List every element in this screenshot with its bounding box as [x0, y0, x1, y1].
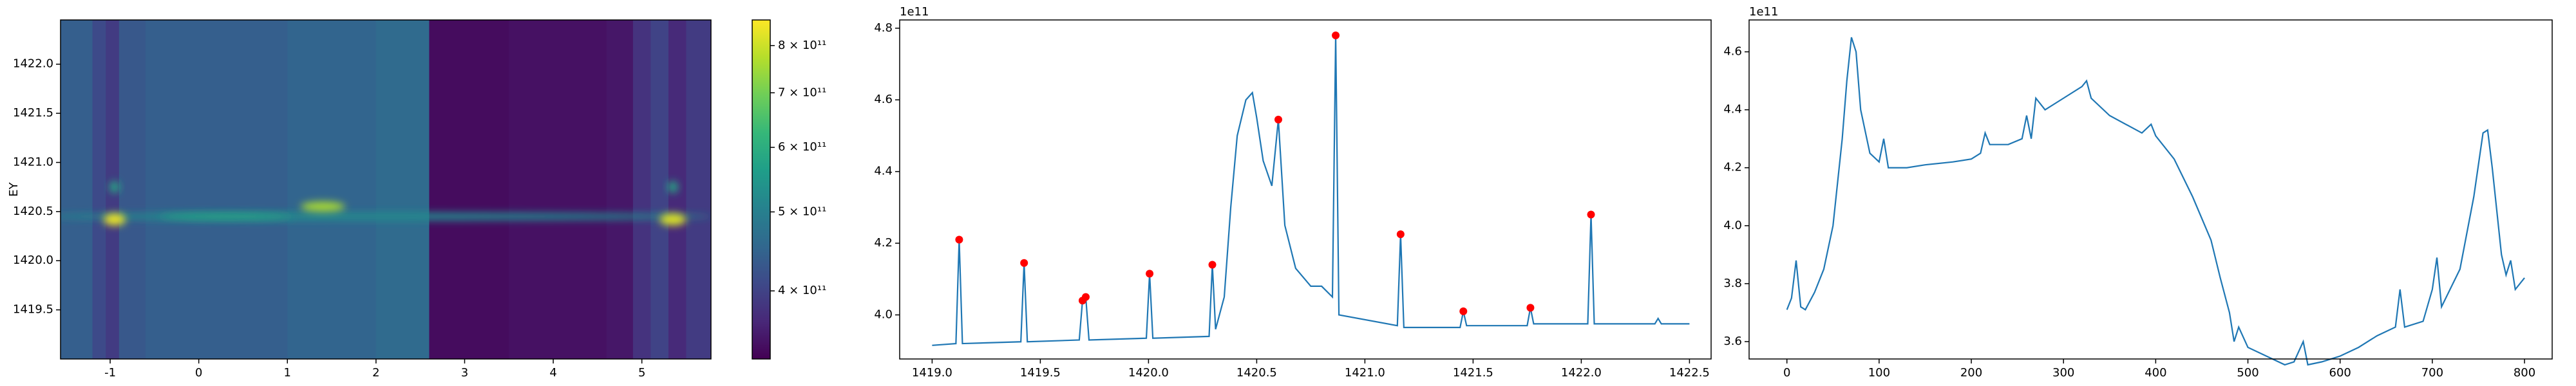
x-tick-label: 0	[1783, 366, 1790, 380]
peak-marker	[1274, 115, 1282, 124]
y-tick-label: 1420.5	[13, 205, 53, 218]
colorbar-tick-label: 7 × 10¹¹	[778, 86, 826, 99]
x-tick-label: 1420.0	[1128, 366, 1169, 380]
heatmap-column	[118, 20, 146, 359]
peak-marker	[1396, 230, 1405, 239]
hotspot	[61, 212, 711, 221]
plot-area: 4 × 10¹¹ 5 × 10¹¹ 6 × 10¹¹ 7 × 10¹¹ 8 × 10¹¹…	[7, 19, 826, 380]
peak-marker	[1587, 210, 1595, 219]
y-tick-label: 4.6	[1723, 45, 1742, 59]
colorbar-tick-label: 5 × 10¹¹	[778, 205, 826, 218]
heatmap-column	[429, 20, 509, 359]
heatmap-column	[632, 20, 651, 359]
x-tick-label: 1419.0	[912, 366, 952, 380]
y-tick-label: 4.6	[874, 93, 893, 106]
axes-frame	[60, 19, 712, 360]
hotspot	[659, 213, 687, 226]
y-tick-label: 3.6	[1723, 335, 1742, 348]
x-tick-label: 4	[549, 366, 556, 380]
y-tick-label: 4.0	[874, 308, 893, 321]
heatmap-column	[375, 20, 430, 359]
y-offset-label: 1e11	[1749, 5, 1778, 19]
x-tick-label: 100	[1868, 366, 1890, 380]
x-tick-label: 0	[195, 366, 202, 380]
data-line	[1786, 37, 2525, 366]
peak-marker	[1208, 261, 1217, 269]
plot-area: 1e11 1419.0 1419.5 1420.0 1420.5 1421.0 1421.5…	[874, 5, 1712, 380]
heatmap-column	[650, 20, 669, 359]
heatmap-column	[146, 20, 288, 359]
y-tick-label: 1421.5	[13, 106, 53, 120]
peak-marker	[1332, 31, 1340, 39]
x-tick-label: 800	[2514, 366, 2535, 380]
y-tick-label: 1422.0	[13, 57, 53, 71]
x-tick-label: 300	[2052, 366, 2074, 380]
hotspot	[103, 213, 126, 226]
hotspot	[300, 201, 345, 212]
y-tick-label: 1419.5	[13, 303, 53, 317]
x-tick-label: 1420.5	[1236, 366, 1277, 380]
heatmap-column	[686, 20, 711, 359]
x-tick-label: 1422.0	[1561, 366, 1602, 380]
x-tick-label: 1	[284, 366, 291, 380]
heatmap-column	[61, 20, 93, 359]
y-tick-label: 4.2	[874, 236, 893, 250]
colorbar-tick-label: 8 × 10¹¹	[778, 39, 826, 52]
heatmap-column	[287, 20, 377, 359]
heatmap	[61, 20, 711, 359]
x-tick-label: 1422.5	[1669, 366, 1710, 380]
x-tick-label: 5	[638, 366, 645, 380]
heatmap-column	[509, 20, 607, 359]
colorbar-tick-label: 4 × 10¹¹	[778, 284, 826, 297]
x-tick-label: 1421.0	[1345, 366, 1385, 380]
y-axis-label: EY	[7, 181, 21, 196]
y-tick-label: 4.4	[874, 165, 893, 178]
y-offset-label: 1e11	[900, 5, 929, 19]
y-tick-label: 4.0	[1723, 219, 1742, 232]
heatmap-column	[92, 20, 106, 359]
x-tick-label: 3	[461, 366, 468, 380]
peak-marker	[1081, 293, 1090, 301]
x-tick-label: 1421.5	[1453, 366, 1493, 380]
peak-marker	[955, 235, 963, 244]
axes-frame	[1748, 19, 2553, 360]
y-tick-label: 4.2	[1723, 161, 1742, 174]
x-tick-label: 2	[372, 366, 379, 380]
axes-frame	[899, 19, 1712, 360]
y-tick-label: 4.4	[1723, 103, 1742, 116]
x-tick-label: 700	[2421, 366, 2443, 380]
x-tick-label: 500	[2237, 366, 2259, 380]
y-tick-label: 1420.0	[13, 253, 53, 267]
x-tick-label: 200	[1960, 366, 1982, 380]
x-tick-label: 600	[2329, 366, 2351, 380]
x-tick-label: 400	[2145, 366, 2166, 380]
peak-marker	[1146, 270, 1154, 278]
peak-marker	[1020, 259, 1028, 267]
plot-area: 1e11 0 100 200 300 400 500 600 700 800 3.6 3.8 4.0 4.…	[1723, 5, 2553, 380]
y-tick-label: 1421.0	[13, 155, 53, 169]
y-tick-label: 3.8	[1723, 277, 1742, 290]
x-tick-label: -1	[104, 366, 116, 380]
hotspot	[109, 181, 120, 193]
hotspot	[667, 181, 679, 193]
x-tick-label: 1419.5	[1020, 366, 1061, 380]
heatmap-column	[606, 20, 634, 359]
colorbar-tick-label: 6 × 10¹¹	[778, 140, 826, 154]
hotspot	[158, 213, 292, 220]
peak-marker	[1526, 304, 1535, 312]
colorbar	[752, 19, 771, 360]
data-line	[932, 35, 1690, 346]
y-tick-label: 4.8	[874, 21, 893, 35]
peak-marker	[1459, 307, 1468, 315]
